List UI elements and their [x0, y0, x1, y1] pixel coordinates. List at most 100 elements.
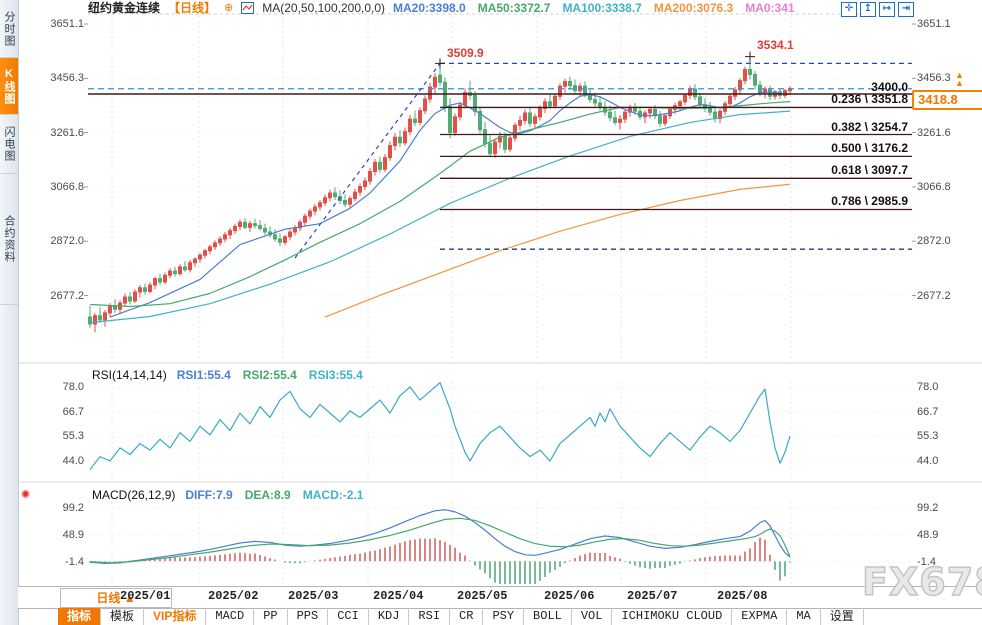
- candle[interactable]: [378, 161, 382, 170]
- candle[interactable]: [398, 136, 402, 144]
- tab-expma[interactable]: EXPMA: [732, 608, 788, 625]
- candle[interactable]: [748, 68, 752, 75]
- candle[interactable]: [123, 296, 127, 304]
- candle[interactable]: [488, 143, 492, 155]
- candle[interactable]: [208, 246, 212, 252]
- candle[interactable]: [188, 262, 192, 271]
- tab-cci[interactable]: CCI: [328, 608, 369, 625]
- tab-vol[interactable]: VOL: [572, 608, 613, 625]
- candle[interactable]: [623, 111, 627, 120]
- candle[interactable]: [598, 102, 602, 108]
- candle[interactable]: [193, 258, 197, 264]
- candle[interactable]: [613, 117, 617, 123]
- candle[interactable]: [258, 225, 262, 229]
- candle[interactable]: [418, 110, 422, 123]
- candle[interactable]: [713, 111, 717, 120]
- candle[interactable]: [353, 191, 357, 200]
- candle[interactable]: [368, 171, 372, 182]
- candle[interactable]: [403, 131, 407, 144]
- candle[interactable]: [373, 161, 377, 173]
- candle[interactable]: [148, 284, 152, 292]
- tab-psy[interactable]: PSY: [483, 608, 525, 625]
- candle[interactable]: [363, 180, 367, 188]
- sidebar-item-kline[interactable]: K线图: [0, 58, 18, 115]
- candle[interactable]: [493, 141, 497, 155]
- candle[interactable]: [293, 227, 297, 233]
- candle[interactable]: [178, 266, 182, 275]
- candle[interactable]: [453, 116, 457, 133]
- candle[interactable]: [513, 124, 517, 139]
- candle[interactable]: [548, 101, 552, 107]
- sidebar-item-timeshare[interactable]: 分时图: [0, 0, 18, 58]
- candle[interactable]: [128, 296, 132, 302]
- candle[interactable]: [163, 274, 167, 283]
- candle[interactable]: [318, 202, 322, 208]
- candle[interactable]: [498, 135, 502, 143]
- add-indicator-icon[interactable]: ⊕: [224, 2, 234, 14]
- candle[interactable]: [568, 80, 572, 87]
- candle[interactable]: [518, 119, 522, 126]
- candle[interactable]: [633, 107, 637, 112]
- candle[interactable]: [243, 221, 247, 228]
- candle[interactable]: [478, 110, 482, 131]
- candle[interactable]: [168, 270, 172, 276]
- candle[interactable]: [648, 108, 652, 114]
- candle[interactable]: [683, 94, 687, 103]
- candle[interactable]: [313, 206, 317, 212]
- candle[interactable]: [738, 80, 742, 91]
- candle[interactable]: [658, 115, 662, 124]
- candle[interactable]: [158, 278, 162, 283]
- candle[interactable]: [173, 270, 177, 275]
- candle[interactable]: [458, 104, 462, 118]
- pan-tool-icon[interactable]: ✛: [841, 2, 857, 17]
- candle[interactable]: [333, 192, 337, 198]
- candle[interactable]: [708, 108, 712, 113]
- tab-pp[interactable]: PP: [254, 608, 288, 625]
- tab-indicator[interactable]: 指标: [58, 608, 102, 625]
- candle[interactable]: [323, 197, 327, 204]
- period-tag[interactable]: 【日线】: [168, 1, 217, 15]
- tab-ma[interactable]: MA: [787, 608, 821, 625]
- candle[interactable]: [183, 266, 187, 271]
- candle[interactable]: [358, 186, 362, 193]
- candle[interactable]: [618, 118, 622, 123]
- candle[interactable]: [393, 136, 397, 147]
- candle[interactable]: [388, 145, 392, 159]
- candle[interactable]: [448, 106, 452, 133]
- candle[interactable]: [288, 231, 292, 238]
- candle[interactable]: [528, 112, 532, 124]
- candle[interactable]: [733, 89, 737, 97]
- shift-right-icon[interactable]: ⇥: [898, 2, 914, 17]
- candle[interactable]: [348, 198, 352, 205]
- candle[interactable]: [508, 137, 512, 150]
- candle[interactable]: [303, 215, 307, 223]
- tab-ichimoku[interactable]: ICHIMOKU CLOUD: [612, 608, 733, 625]
- candle[interactable]: [283, 236, 287, 243]
- candle[interactable]: [328, 192, 332, 199]
- candle[interactable]: [113, 305, 117, 310]
- candle[interactable]: [133, 291, 137, 302]
- candle[interactable]: [308, 210, 312, 217]
- candle[interactable]: [593, 99, 597, 104]
- candle[interactable]: [483, 129, 487, 145]
- tab-settings[interactable]: 设置: [821, 608, 864, 625]
- candle[interactable]: [753, 73, 757, 86]
- candle[interactable]: [343, 200, 347, 205]
- candle[interactable]: [558, 85, 562, 97]
- candle[interactable]: [108, 305, 112, 314]
- candle[interactable]: [523, 112, 527, 121]
- candle[interactable]: [433, 76, 437, 88]
- candle[interactable]: [298, 221, 302, 229]
- scale-horizontal-icon[interactable]: ↦: [879, 2, 895, 17]
- candle[interactable]: [218, 238, 222, 244]
- candle[interactable]: [728, 95, 732, 105]
- candle[interactable]: [423, 98, 427, 112]
- candle[interactable]: [153, 278, 157, 286]
- candle[interactable]: [228, 230, 232, 236]
- sidebar-item-contract-info[interactable]: 合约资料: [0, 174, 18, 305]
- candle[interactable]: [88, 316, 92, 325]
- tab-boll[interactable]: BOLL: [524, 608, 572, 625]
- tab-macd[interactable]: MACD: [206, 608, 255, 625]
- candle[interactable]: [503, 135, 507, 150]
